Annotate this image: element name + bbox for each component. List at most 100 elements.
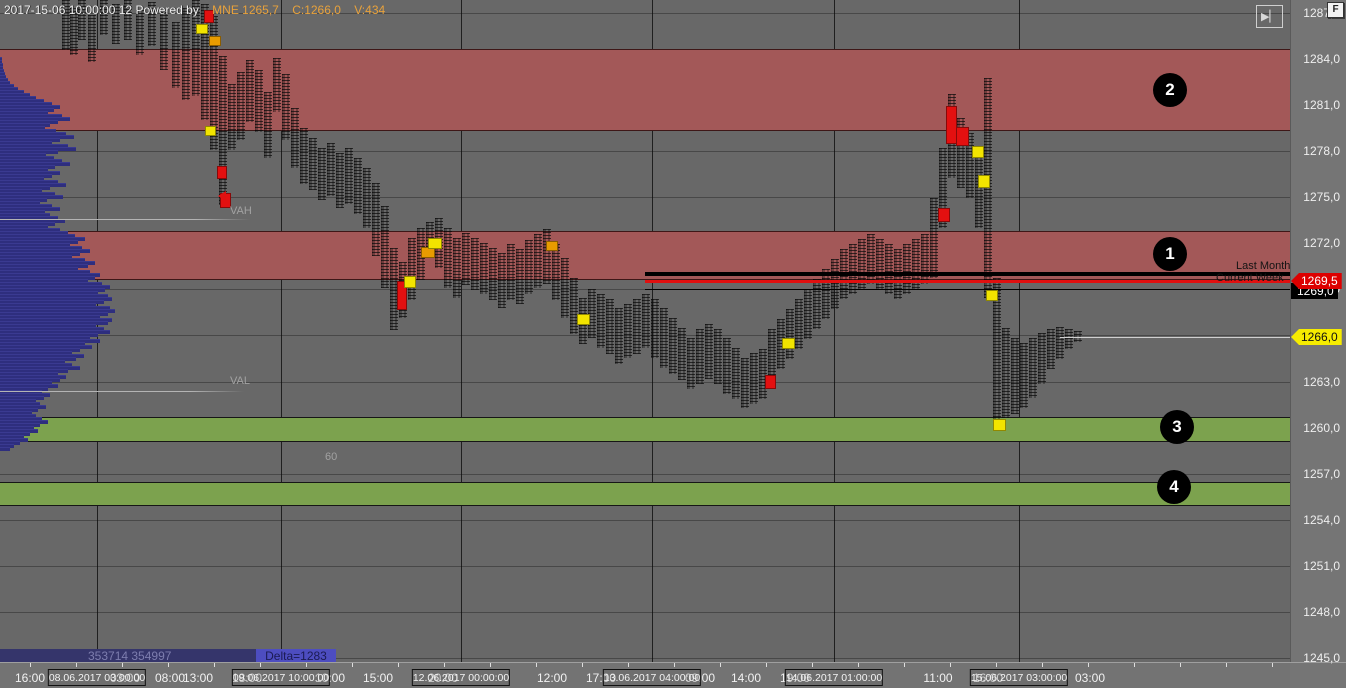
footprint-bar <box>651 299 659 358</box>
footprint-bar <box>408 238 416 300</box>
highlight-cell <box>217 166 227 179</box>
volume-profile-row <box>0 354 84 358</box>
volume-profile-row <box>0 201 40 205</box>
vah-label: VAH <box>230 205 252 217</box>
time-tick <box>260 663 261 667</box>
volume-profile-row <box>0 102 52 106</box>
go-to-end-button[interactable]: ▶▏ <box>1256 5 1283 28</box>
price-axis-label: 1275,0 <box>1303 190 1340 205</box>
price-axis[interactable]: F 1269,0 1269,5 1266,0 1287,0 1284,0 1281,… <box>1290 0 1346 665</box>
footprint-bar <box>705 324 713 379</box>
footprint-bar <box>318 148 326 200</box>
volume-profile-row <box>0 198 47 202</box>
time-tick <box>858 663 859 667</box>
volume-profile-row <box>0 426 34 430</box>
footprint-bar <box>1029 338 1037 398</box>
volume-profile-row <box>0 303 96 307</box>
volume-profile-row <box>0 180 58 184</box>
footprint-bar <box>678 328 686 380</box>
volume-profile-row <box>0 135 74 139</box>
date-session-box: 12.06.2017 00:00:00 <box>411 669 511 686</box>
volume-profile-row <box>0 306 110 310</box>
time-axis-label: 15:00 <box>362 671 394 685</box>
volume-profile-row <box>0 285 110 289</box>
volume-profile-row <box>0 288 105 292</box>
footprint-bar <box>282 74 290 140</box>
footprint-bar <box>471 238 479 290</box>
footprint-bar <box>507 244 515 300</box>
volume-totals: 353714 354997 <box>88 649 172 662</box>
zone-4 <box>0 482 1290 506</box>
highlight-cell <box>993 419 1006 431</box>
price-level-line <box>645 280 1290 283</box>
footprint-bar <box>237 72 245 140</box>
highlight-cell <box>782 338 795 349</box>
footprint-bar <box>714 329 722 384</box>
footprint-bar <box>606 299 614 354</box>
volume-profile-row <box>0 432 30 436</box>
volume-profile-row <box>0 393 50 397</box>
footprint-bar <box>921 234 929 284</box>
current-price-line <box>1060 337 1290 338</box>
volume-profile-row <box>0 150 58 154</box>
time-axis-label: 13:00 <box>182 671 214 685</box>
footprint-bar <box>228 84 236 150</box>
volume-profile-row <box>0 192 55 196</box>
footprint-bar <box>291 108 299 168</box>
volume-profile-row <box>0 141 52 145</box>
volume-profile-row <box>0 408 38 412</box>
footprint-bar <box>88 15 96 62</box>
volume-profile-row <box>0 363 72 367</box>
volume-profile-row <box>0 369 68 373</box>
footprint-bar <box>327 143 335 196</box>
footprint-bar <box>112 4 120 44</box>
time-tick <box>1272 663 1273 667</box>
volume-profile-row <box>0 204 52 208</box>
volume-profile-row <box>0 168 48 172</box>
footprint-bar <box>561 258 569 318</box>
footprint-bar <box>309 138 317 190</box>
footprint-bar <box>849 244 857 294</box>
time-tick <box>168 663 169 667</box>
footprint-bar <box>831 259 839 309</box>
footprint-bar <box>390 248 398 330</box>
price-axis-label: 1272,0 <box>1303 236 1340 251</box>
time-tick <box>536 663 537 667</box>
volume-profile-row <box>0 63 3 67</box>
price-axis-label: 1254,0 <box>1303 512 1340 527</box>
time-axis[interactable]: 16:00 03:00 08:00 13:00 18:00 10:00 15:00 20:00… <box>0 662 1290 688</box>
time-axis-label: 18:00 <box>231 671 263 685</box>
delta-value: Delta=1283 <box>256 649 336 662</box>
highlight-cell <box>765 375 776 389</box>
footprint-bar <box>777 319 785 369</box>
footprint-bar <box>669 318 677 374</box>
zone-1 <box>0 231 1290 280</box>
volume-profile-row <box>0 273 100 277</box>
volume-profile-row <box>0 429 38 433</box>
footprint-bar <box>1020 343 1028 408</box>
val-line <box>0 391 244 392</box>
footprint-bar <box>1011 338 1019 414</box>
time-axis-label: 11:00 <box>923 671 953 685</box>
footprint-bar <box>786 309 794 359</box>
time-axis-label: 14:00 <box>730 671 762 685</box>
price-axis-label: 1278,0 <box>1303 144 1340 159</box>
volume-profile-row <box>0 96 36 100</box>
volume-profile-row <box>0 360 65 364</box>
volume-profile-row <box>0 216 58 220</box>
date-session-box: 09.06.2017 10:00:00 <box>231 669 331 686</box>
volume-profile-row <box>0 66 3 70</box>
time-tick <box>306 663 307 667</box>
volume-profile-row <box>0 312 108 316</box>
volume-profile-row <box>0 444 14 448</box>
volume-profile-row <box>0 246 82 250</box>
volume-profile-row <box>0 375 66 379</box>
title-volume: V:434 <box>354 3 386 17</box>
time-axis-label: 20:00 <box>427 671 459 685</box>
volume-profile-row <box>0 414 36 418</box>
chart-area[interactable]: VAH VAL 60 Last Month Current Week 2017-… <box>0 0 1290 662</box>
fullscreen-badge[interactable]: F <box>1327 2 1344 18</box>
volume-profile-row <box>0 336 90 340</box>
footprint-bar <box>300 128 308 184</box>
